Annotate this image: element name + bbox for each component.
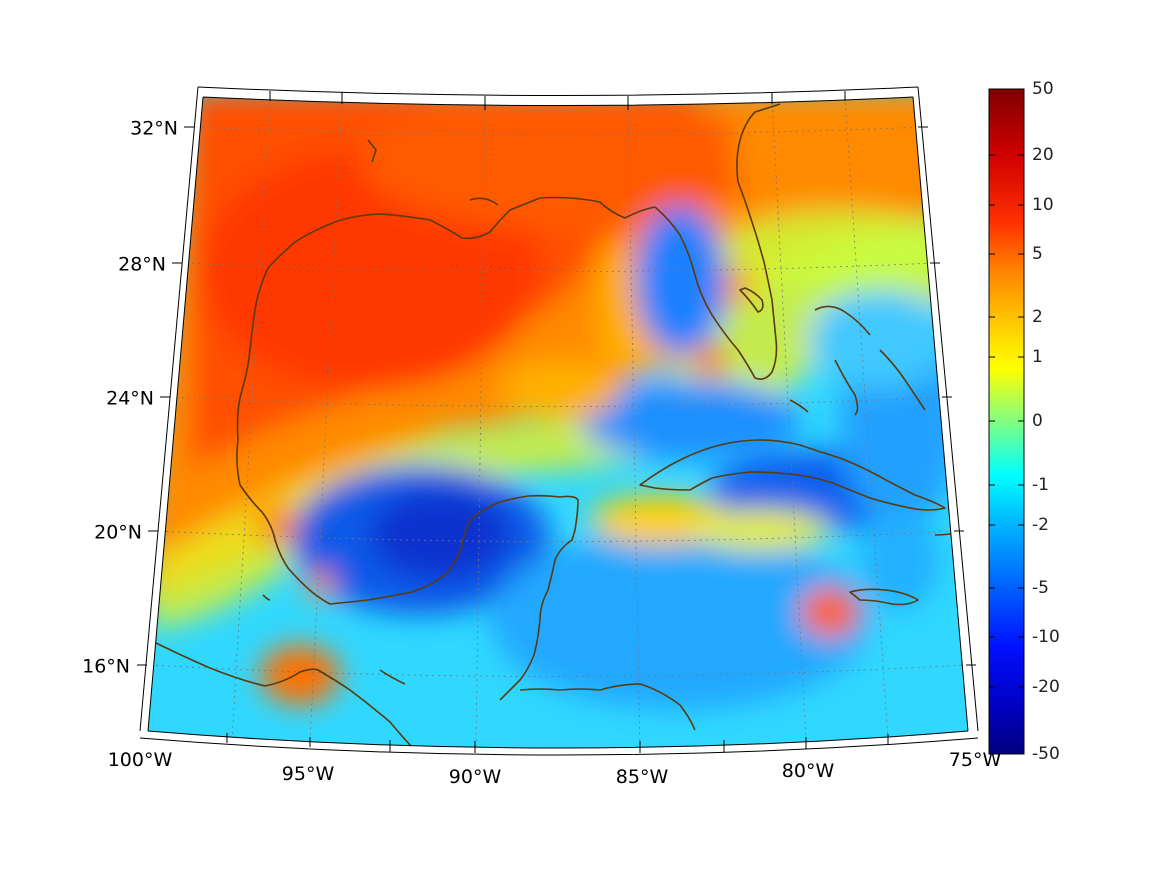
lon-label: 90°W: [449, 766, 502, 788]
lon-label: 100°W: [108, 749, 173, 771]
latitude-labels: 32°N 28°N 24°N 20°N 16°N: [82, 118, 178, 678]
colorbar-ticks: [989, 154, 1024, 688]
colorbar-label: 2: [1032, 307, 1043, 327]
lon-label: 85°W: [616, 766, 669, 788]
lat-label: 32°N: [130, 118, 178, 140]
colorbar-label: 10: [1032, 195, 1054, 215]
colorbar-label: 5: [1032, 244, 1043, 264]
colorbar-label: 1: [1032, 347, 1043, 367]
colorbar-label: -5: [1032, 578, 1049, 598]
colorbar-label: -50: [1032, 744, 1060, 764]
coastlines: [149, 103, 956, 748]
lon-label: 95°W: [282, 763, 335, 785]
longitude-labels: 100°W 95°W 90°W 85°W 80°W 75°W: [108, 749, 1002, 788]
map-frame: [139, 86, 979, 756]
lat-label: 16°N: [82, 656, 130, 678]
colorbar-label: -20: [1032, 677, 1060, 697]
colorbar: 50 20 10 5 2 1 0 -1 -2 -5 -10 -20 -50: [988, 79, 1060, 764]
lat-label: 28°N: [118, 254, 166, 276]
colorbar-label: 50: [1032, 79, 1054, 99]
frame-ticks: [137, 91, 976, 753]
field-raster: [148, 97, 968, 748]
colorbar-label: -2: [1032, 515, 1049, 535]
lat-label: 20°N: [94, 522, 142, 544]
colorbar-label: 0: [1032, 411, 1043, 431]
colorbar-labels: 50 20 10 5 2 1 0 -1 -2 -5 -10 -20 -50: [1032, 79, 1060, 764]
colorbar-label: -10: [1032, 627, 1060, 647]
lon-label: 75°W: [949, 749, 1002, 771]
colorbar-label: -1: [1032, 475, 1049, 495]
lat-label: 24°N: [106, 388, 154, 410]
colorbar-label: 20: [1032, 145, 1054, 165]
lon-label: 80°W: [782, 760, 835, 782]
